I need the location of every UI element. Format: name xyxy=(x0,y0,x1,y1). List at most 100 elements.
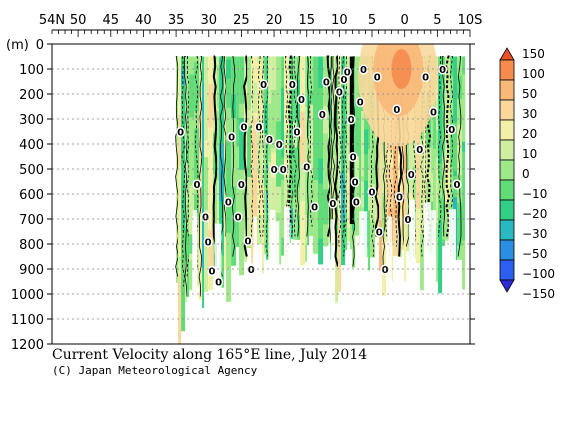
velocity-strip xyxy=(181,56,186,292)
velocity-patch xyxy=(352,239,356,265)
velocity-patch xyxy=(398,161,403,228)
velocity-patch xyxy=(388,150,394,167)
x-tick-label: 54N xyxy=(39,13,65,28)
x-tick-label: 10S xyxy=(458,13,483,28)
contour-line xyxy=(426,55,432,247)
velocity-patch xyxy=(281,87,285,158)
colorbar-label: 50 xyxy=(522,87,537,101)
velocity-strip xyxy=(433,56,437,239)
data-gap xyxy=(448,209,456,320)
contour-label: 0 xyxy=(430,108,437,119)
velocity-strip xyxy=(178,56,182,305)
colorbar-label: 20 xyxy=(522,127,537,141)
y-axis: 0 100 200 300 400 500 600 700 800 900 1000 1100 1200… xyxy=(6,38,475,353)
contour-label: 0 xyxy=(271,165,278,176)
velocity-patch xyxy=(438,179,443,198)
velocity-patch xyxy=(217,111,220,181)
colorbar-swatch xyxy=(499,59,515,81)
velocity-patch xyxy=(332,119,336,145)
contour-label: 0 xyxy=(244,236,251,247)
velocity-patch xyxy=(281,179,285,239)
y-tick-label: 600 xyxy=(19,188,44,203)
velocity-strip xyxy=(424,56,427,255)
velocity-patch xyxy=(359,134,362,198)
velocity-patch xyxy=(251,131,254,188)
velocity-patch xyxy=(450,166,454,242)
velocity-patch xyxy=(247,126,252,195)
contour-line xyxy=(231,56,236,257)
velocity-strip xyxy=(450,56,454,257)
velocity-patch xyxy=(204,157,209,210)
x-tick-label: 10 xyxy=(331,13,348,28)
colorbar-swatch xyxy=(499,179,515,201)
velocity-strip xyxy=(420,56,425,258)
contour-line xyxy=(287,55,293,237)
velocity-strip xyxy=(262,56,265,242)
velocity-patch xyxy=(359,96,362,151)
contour-label: 0 xyxy=(374,73,381,84)
velocity-patch xyxy=(178,273,182,339)
contour-line xyxy=(265,56,269,257)
y-tick-label: 200 xyxy=(19,88,44,103)
velocity-strip xyxy=(445,56,451,242)
velocity-patch xyxy=(426,115,432,183)
colorbar-swatch xyxy=(499,219,515,241)
plot-area: 0000000000000000000000000000000000000000… xyxy=(51,43,471,345)
velocity-patch xyxy=(262,184,265,245)
colorbar-label: 0 xyxy=(522,167,530,181)
contour-line xyxy=(349,56,354,224)
velocity-strip xyxy=(462,56,466,267)
velocity-patch xyxy=(208,84,214,128)
velocity-strip xyxy=(297,56,301,240)
contour-label: 0 xyxy=(194,180,201,191)
velocity-patch xyxy=(413,173,417,221)
velocity-patch xyxy=(368,106,371,150)
velocity-patch xyxy=(264,113,267,138)
data-gap xyxy=(387,216,392,316)
velocity-patch xyxy=(386,170,389,215)
velocity-patch xyxy=(379,220,383,271)
velocity-patch xyxy=(181,231,186,277)
velocity-strip xyxy=(208,56,214,290)
velocity-patch xyxy=(284,175,290,219)
velocity-patch xyxy=(266,168,269,192)
colorbar-label: −100 xyxy=(522,267,555,281)
contour-label: 0 xyxy=(280,165,287,176)
velocity-patch xyxy=(185,225,188,262)
contour-label: 0 xyxy=(448,125,455,136)
data-gap xyxy=(269,209,276,262)
data-gap xyxy=(409,199,416,269)
velocity-patch xyxy=(291,157,294,209)
colorbar-label: 150 xyxy=(522,47,545,61)
velocity-patch xyxy=(262,80,265,102)
velocity-strip xyxy=(364,56,369,258)
contour-label: 0 xyxy=(416,145,423,156)
contour-line xyxy=(261,56,265,237)
velocity-strip xyxy=(291,56,294,238)
contour-label: 0 xyxy=(357,98,364,109)
colorbar-swatch xyxy=(499,199,515,221)
contour-label: 0 xyxy=(353,198,360,209)
velocity-patch xyxy=(323,189,329,225)
velocity-patch xyxy=(300,162,306,202)
velocity-patch xyxy=(253,119,258,167)
contour-label: 0 xyxy=(293,128,300,139)
velocity-patch xyxy=(293,73,298,123)
x-tick-label: 0 xyxy=(401,13,409,28)
velocity-patch xyxy=(176,177,179,243)
velocity-patch xyxy=(347,172,351,223)
velocity-patch xyxy=(393,142,399,218)
contour-line xyxy=(457,56,462,257)
contour-label: 0 xyxy=(266,135,273,146)
contour-label: 0 xyxy=(289,80,296,91)
velocity-patch xyxy=(189,74,195,118)
velocity-patch xyxy=(345,91,348,142)
velocity-strip xyxy=(202,56,205,309)
velocity-patch xyxy=(276,142,282,175)
colorbar-swatch xyxy=(499,79,515,101)
contour-label: 0 xyxy=(340,75,347,86)
colorbar-label: −20 xyxy=(522,207,547,221)
colorbar-swatch xyxy=(499,119,515,141)
x-tick-label: 25 xyxy=(233,13,250,28)
contour-label: 0 xyxy=(404,215,411,226)
